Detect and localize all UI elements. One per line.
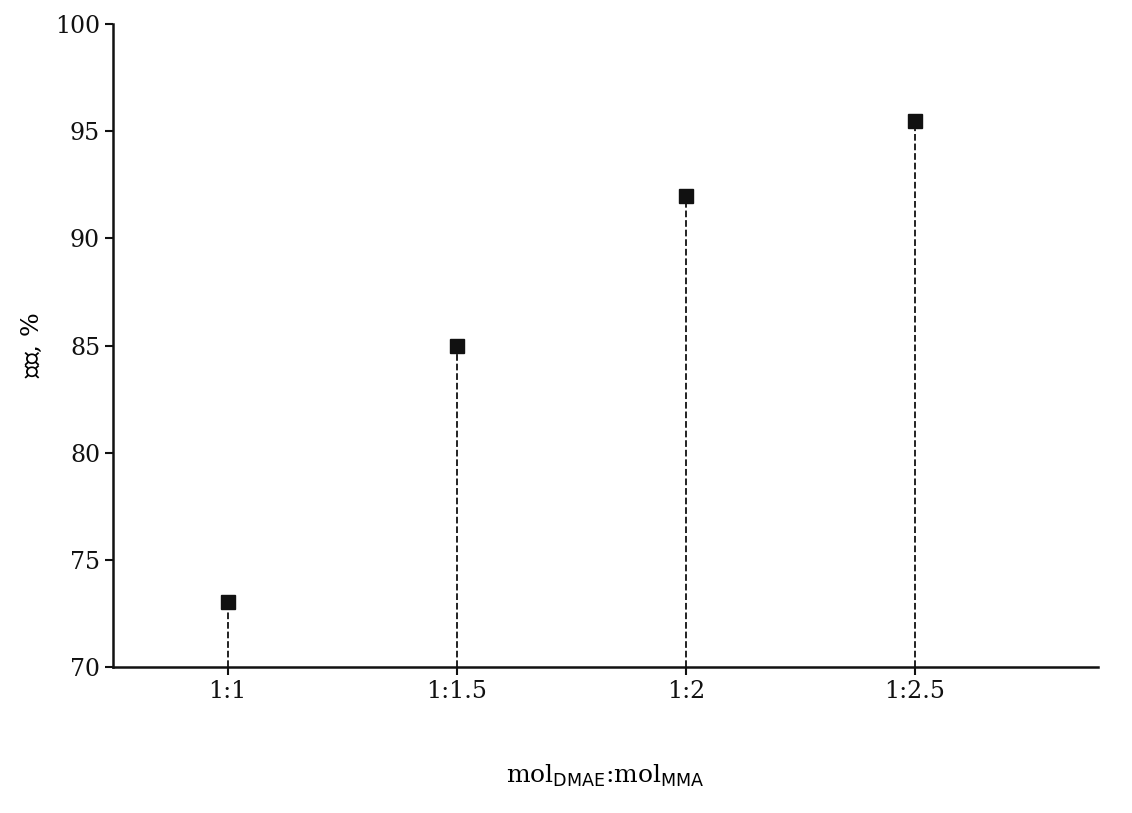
Y-axis label: $\it{产率}$, %: $\it{产率}$, % (19, 313, 44, 378)
Text: mol$_{\mathrm{DMAE}}$:mol$_{\mathrm{MMA}}$: mol$_{\mathrm{DMAE}}$:mol$_{\mathrm{MMA}… (506, 763, 705, 789)
